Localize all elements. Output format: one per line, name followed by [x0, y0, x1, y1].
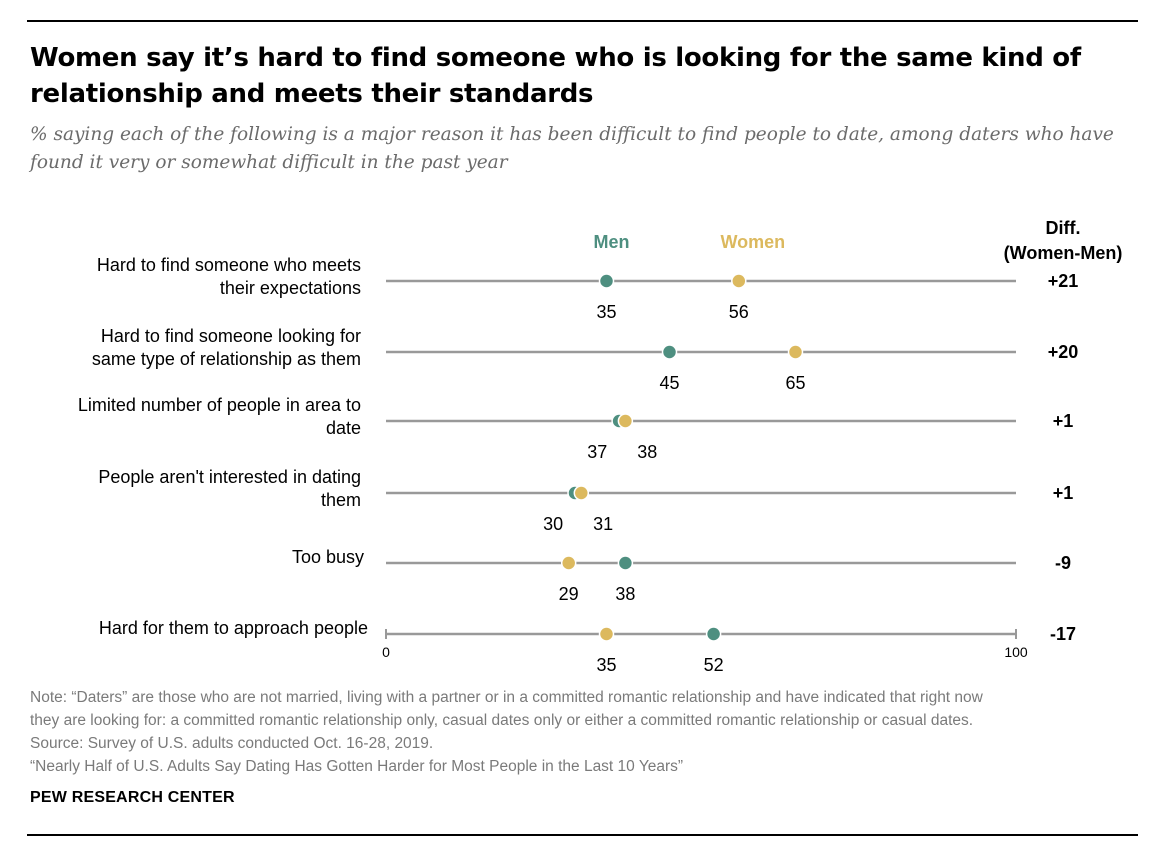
row-label: them [321, 490, 361, 510]
men-value-label: 35 [596, 302, 616, 322]
women-value-label: 31 [593, 514, 613, 534]
women-dot [598, 626, 615, 642]
note-line-1: Note: “Daters” are those who are not mar… [30, 689, 983, 706]
diff-header-line-2: (Women-Men) [1004, 243, 1123, 263]
dot-chart: Men Women Diff. (Women-Men) Hard to find som… [78, 218, 1123, 675]
row-label: Limited number of people in area to [78, 395, 361, 415]
men-value-label: 45 [659, 373, 679, 393]
chart-subtitle: % saying each of the following is a majo… [30, 121, 1140, 177]
row-label: People aren't interested in dating [98, 467, 361, 487]
axis-tick-label-max: 100 [1004, 644, 1028, 660]
diff-value: +20 [1048, 342, 1079, 362]
men-dot [661, 344, 678, 360]
axis-tick-label-min: 0 [382, 644, 390, 660]
diff-value: +1 [1053, 411, 1074, 431]
women-dot [617, 413, 634, 429]
chart-title: Women say it’s hard to find someone who … [30, 40, 1130, 112]
subtitle-line-2: found it very or somewhat difficult in t… [30, 152, 508, 173]
title-line-1: Women say it’s hard to find someone who … [30, 43, 1081, 73]
subtitle-line-1: % saying each of the following is a majo… [30, 124, 1114, 145]
title-line-2: relationship and meets their standards [30, 79, 594, 109]
women-dot [573, 485, 590, 501]
top-rule [27, 20, 1138, 22]
source-organization: PEW RESEARCH CENTER [30, 789, 235, 806]
row-label: their expectations [220, 278, 361, 298]
row-label: Hard to find someone who meets [97, 255, 361, 275]
men-value-label: 30 [543, 514, 563, 534]
row-label: Too busy [292, 547, 364, 567]
diff-header-line-1: Diff. [1046, 218, 1081, 238]
women-dot [731, 273, 747, 289]
diff-value: +21 [1048, 271, 1079, 291]
diff-value: -17 [1050, 624, 1076, 644]
chart-note: Note: “Daters” are those who are not mar… [30, 686, 1140, 778]
women-value-label: 56 [729, 302, 749, 322]
men-value-label: 52 [704, 655, 724, 675]
women-dot [560, 555, 577, 571]
women-dot [787, 344, 804, 360]
diff-value: +1 [1053, 483, 1074, 503]
note-line-2: they are looking for: a committed romant… [30, 712, 974, 729]
women-value-label: 35 [596, 655, 616, 675]
legend-women: Women [720, 232, 785, 252]
men-dot [705, 626, 722, 642]
legend-men: Men [594, 232, 630, 252]
row-label: same type of relationship as them [92, 349, 361, 369]
women-value-label: 38 [637, 442, 657, 462]
row-label: Hard to find someone looking for [101, 326, 361, 346]
diff-value: -9 [1055, 553, 1071, 573]
note-line-4: “Nearly Half of U.S. Adults Say Dating H… [30, 758, 684, 775]
bottom-rule [27, 834, 1138, 836]
note-line-3: Source: Survey of U.S. adults conducted … [30, 735, 434, 752]
men-value-label: 37 [587, 442, 607, 462]
men-value-label: 38 [615, 584, 635, 604]
row-label: date [326, 418, 361, 438]
women-value-label: 29 [559, 584, 579, 604]
women-value-label: 65 [785, 373, 805, 393]
men-dot [617, 555, 634, 571]
row-label: Hard for them to approach people [99, 618, 368, 638]
men-dot [598, 273, 615, 289]
